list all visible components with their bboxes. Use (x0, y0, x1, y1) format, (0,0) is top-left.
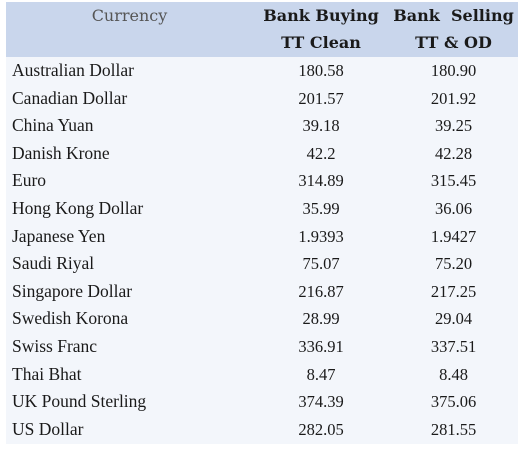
currency-name: Euro (12, 170, 47, 191)
currency-name: Saudi Riyal (12, 253, 95, 274)
buying-rate: 35.99 (302, 198, 340, 218)
currency-name: Swedish Korona (12, 308, 129, 329)
table-row: Swedish Korona 28.99 29.04 (6, 305, 518, 333)
buying-rate: 39.18 (302, 116, 340, 136)
table-row: Danish Krone 42.2 42.28 (6, 140, 518, 168)
buying-rate: 180.58 (298, 61, 344, 80)
table-row: Euro 314.89 315.45 (6, 167, 518, 195)
currency-name: UK Pound Sterling (12, 391, 147, 412)
selling-rate: 201.92 (430, 88, 477, 108)
header-currency-line-1: Currency (91, 6, 168, 25)
table-row: Australian Dollar 180.58 180.90 (6, 57, 518, 85)
buying-rate: 1.9393 (298, 226, 344, 246)
buying-rate: 216.87 (298, 281, 344, 301)
selling-rate: 337.51 (430, 336, 477, 356)
selling-rate: 1.9427 (430, 226, 477, 246)
currency-name: Japanese Yen (12, 225, 106, 246)
currency-name: Swiss Franc (12, 335, 98, 356)
selling-rate: 8.48 (439, 364, 468, 384)
selling-rate: 217.25 (430, 281, 477, 301)
selling-rate: 315.45 (430, 171, 477, 191)
table-row: Japanese Yen 1.9393 1.9427 (6, 223, 518, 251)
buying-rate: 282.05 (298, 419, 344, 439)
currency-name: Danish Krone (12, 142, 110, 163)
table-row: China Yuan 39.18 39.25 (6, 112, 518, 140)
currency-name: China Yuan (12, 115, 94, 136)
table-header: Currency Bank Buying TT Clean Bank Selli… (6, 2, 518, 57)
buying-rate: 374.39 (298, 392, 344, 412)
buying-rate: 314.89 (298, 171, 344, 191)
buying-rate: 336.91 (298, 336, 344, 356)
header-bank-selling-line-1: Bank Selling (393, 6, 514, 25)
header-bank-selling: Bank Selling TT & OD (389, 2, 518, 57)
table-row: UK Pound Sterling 374.39 375.06 (6, 388, 518, 416)
selling-rate: 180.90 (430, 61, 477, 80)
buying-rate: 28.99 (302, 309, 340, 329)
header-currency: Currency (6, 2, 253, 57)
selling-rate: 281.55 (430, 419, 477, 439)
buying-rate: 75.07 (302, 254, 340, 274)
table-body: Australian Dollar 180.58 180.90 Canadian… (6, 57, 518, 443)
buying-rate: 201.57 (298, 88, 344, 108)
table-row: Singapore Dollar 216.87 217.25 (6, 278, 518, 306)
table-row: US Dollar 282.05 281.55 (6, 416, 518, 444)
table-row: Saudi Riyal 75.07 75.20 (6, 250, 518, 278)
table-row: Swiss Franc 336.91 337.51 (6, 333, 518, 361)
currency-name: Australian Dollar (12, 60, 134, 80)
currency-name: US Dollar (12, 418, 84, 439)
table-row: Thai Bhat 8.47 8.48 (6, 361, 518, 389)
buying-rate: 8.47 (306, 364, 336, 384)
header-bank-selling-line-2: TT & OD (415, 33, 492, 52)
selling-rate: 29.04 (434, 309, 473, 329)
table-row: Canadian Dollar 201.57 201.92 (6, 85, 518, 113)
currency-name: Singapore Dollar (12, 280, 133, 301)
currency-name: Hong Kong Dollar (12, 197, 144, 218)
selling-rate: 39.25 (434, 116, 473, 136)
selling-rate: 42.28 (434, 143, 473, 163)
exchange-rate-table: Currency Bank Buying TT Clean Bank Selli… (6, 2, 518, 444)
header-bank-buying-line-1: Bank Buying (263, 6, 379, 25)
currency-name: Thai Bhat (12, 363, 82, 384)
table-row: Hong Kong Dollar 35.99 36.06 (6, 195, 518, 223)
header-bank-buying: Bank Buying TT Clean (253, 2, 389, 57)
header-bank-buying-line-2: TT Clean (281, 33, 361, 52)
currency-name: Canadian Dollar (12, 87, 128, 108)
buying-rate: 42.2 (306, 143, 336, 163)
selling-rate: 375.06 (430, 392, 477, 412)
selling-rate: 75.20 (434, 254, 473, 274)
selling-rate: 36.06 (434, 198, 473, 218)
